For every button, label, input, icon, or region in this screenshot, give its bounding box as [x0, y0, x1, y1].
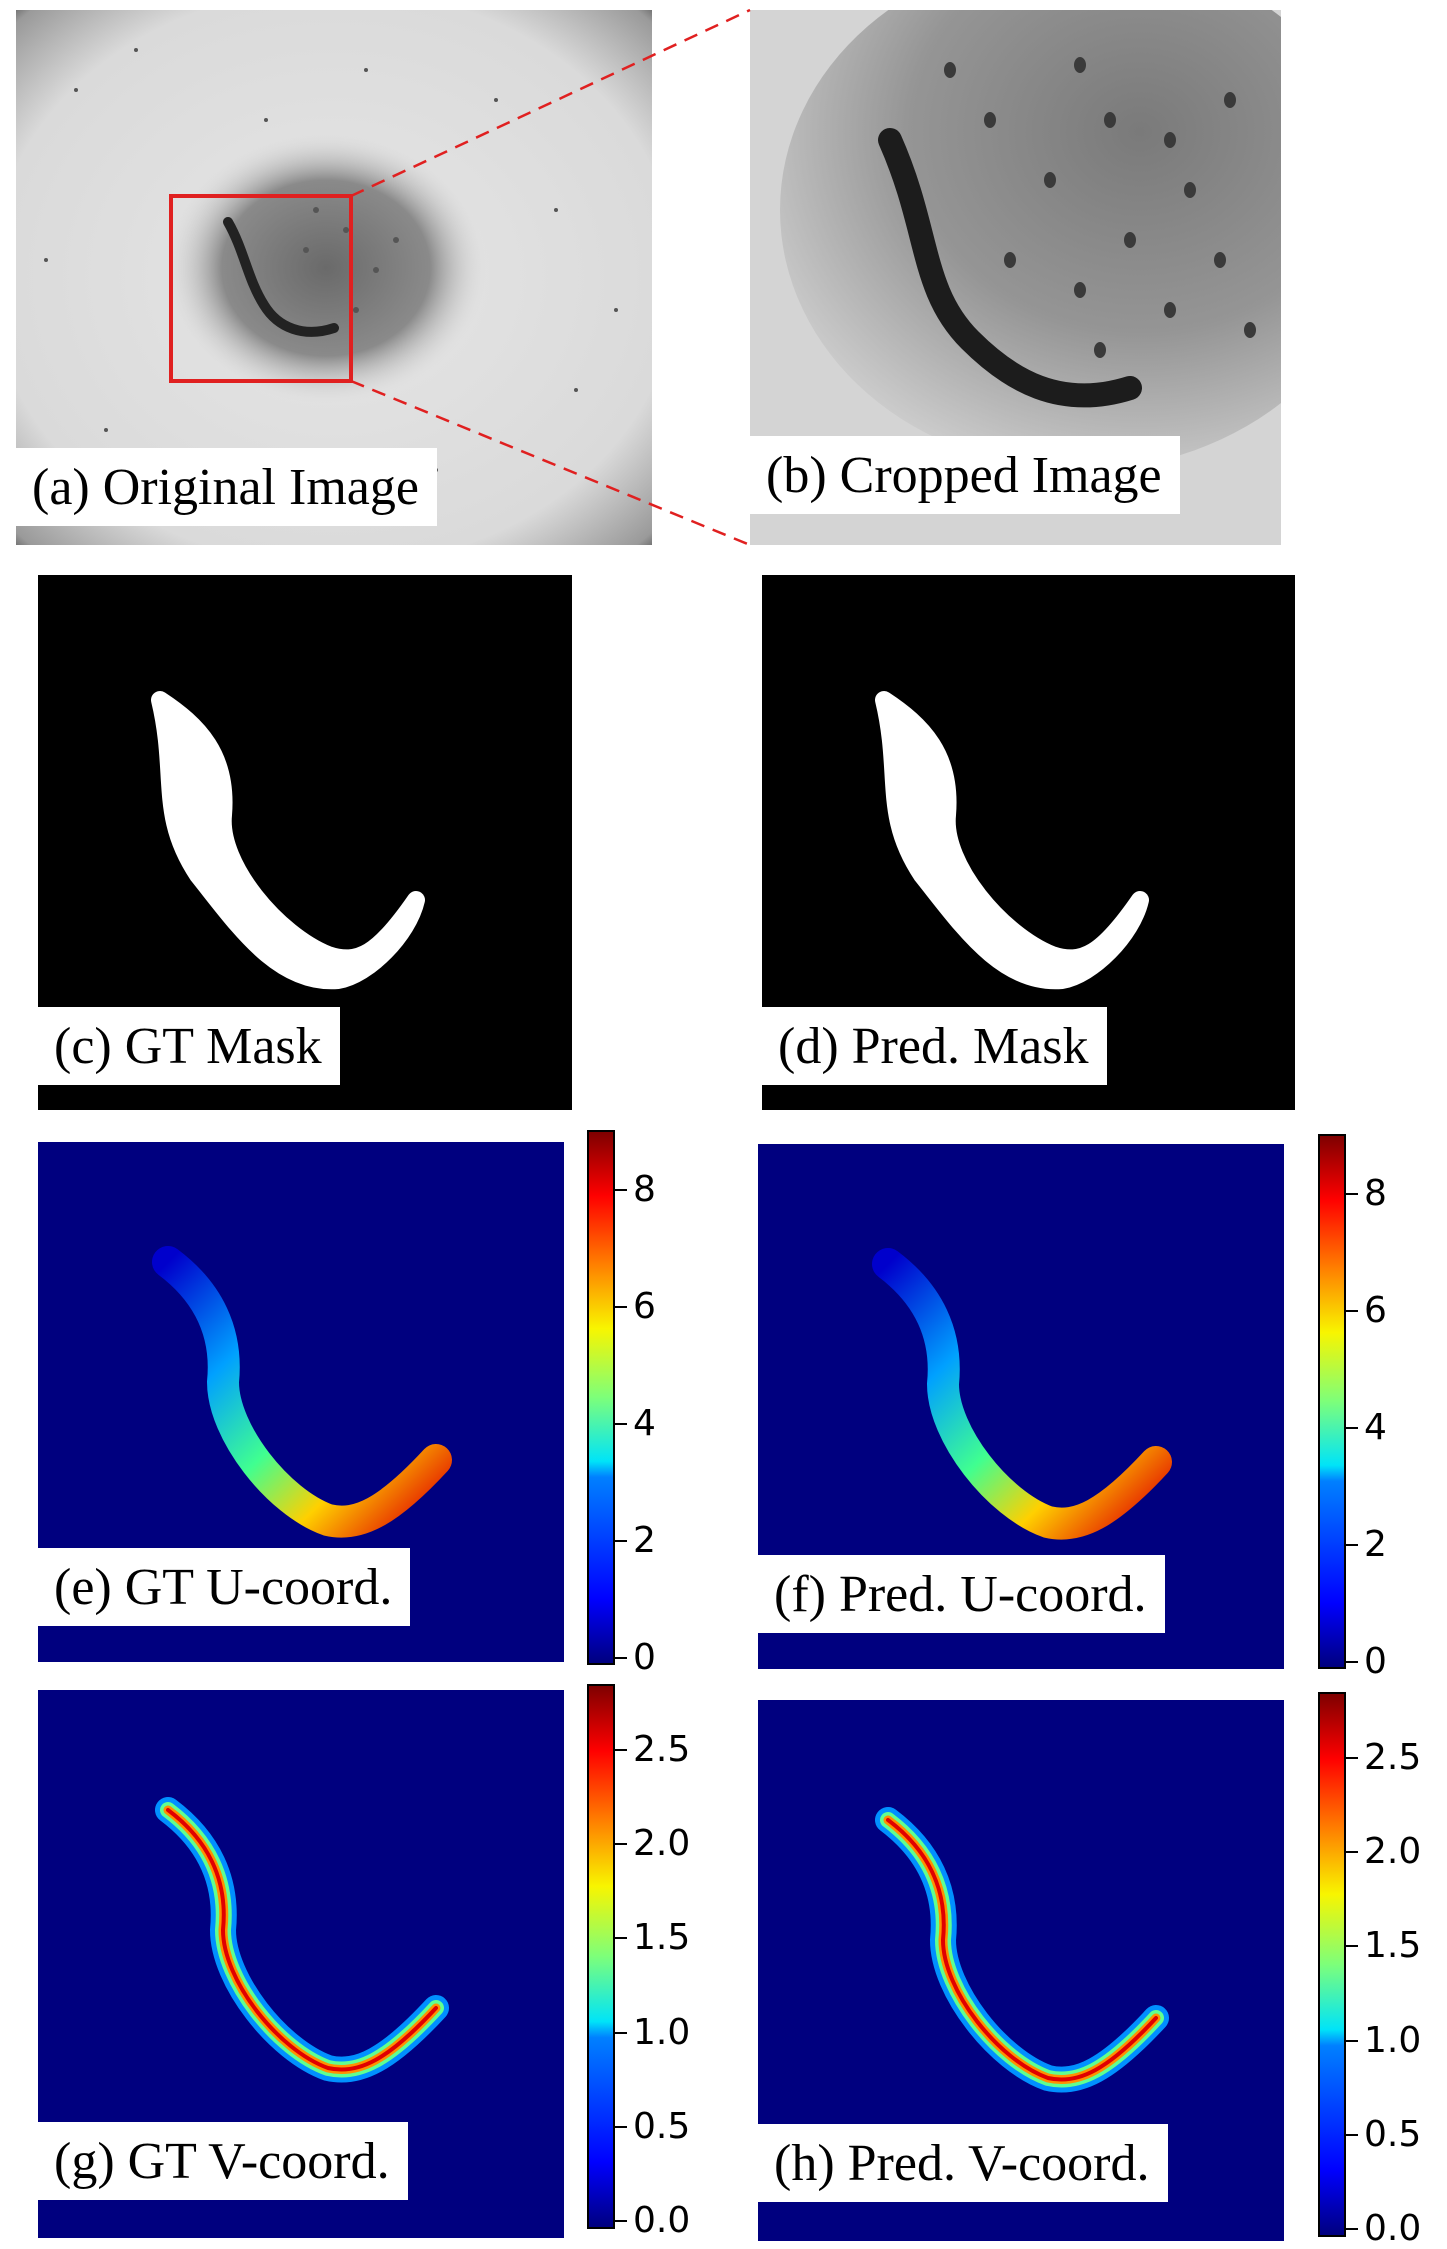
colorbar-tick-label: 2.0 — [633, 1823, 691, 1865]
colorbar-tick-label: 4 — [633, 1402, 656, 1444]
colorbar-tick — [1346, 2133, 1358, 2136]
caption-a: (a) Original Image — [16, 448, 437, 526]
colorbar-tick — [1346, 1661, 1358, 1663]
gt-v-coord-map — [155, 1797, 449, 2083]
colorbar-tick — [1346, 1945, 1358, 1948]
colorbar-tick-label: 2.0 — [1364, 1831, 1422, 1873]
colorbar-tick — [615, 1539, 627, 1542]
caption-c: (c) GT Mask — [38, 1007, 340, 1085]
colorbar-tick-label: 2 — [1364, 1523, 1387, 1565]
colorbar-tick-label: 1.0 — [1364, 2019, 1422, 2061]
colorbar-tick — [1346, 2228, 1358, 2230]
colorbar-tick — [615, 1937, 627, 1940]
colorbar-tick — [1346, 1426, 1358, 1429]
colorbar-tick-label: 0 — [633, 1637, 656, 1678]
colorbar-tick — [1346, 1851, 1358, 1854]
gt-mask — [151, 691, 425, 990]
gt-u-coord-map — [152, 1246, 452, 1538]
colorbar-tick-label: 4 — [1364, 1406, 1387, 1448]
colorbar-tick — [615, 2220, 627, 2222]
colorbar-tick — [615, 2031, 627, 2034]
caption-d: (d) Pred. Mask — [762, 1007, 1107, 1085]
colorbar-tick-label: 0.5 — [1364, 2113, 1422, 2155]
colorbar-tick-label: 0 — [1364, 1641, 1387, 1682]
pred-mask — [875, 691, 1149, 990]
colorbar-tick — [1346, 2039, 1358, 2042]
colorbar-tick — [615, 1843, 627, 1846]
colorbar-tick — [1346, 1309, 1358, 1312]
colorbar-tick-label: 1.0 — [633, 2011, 691, 2053]
gt-u-colorbar — [587, 1130, 615, 1665]
colorbar-tick — [615, 2125, 627, 2128]
pred-u-coord-map — [872, 1248, 1172, 1540]
colorbar-tick-label: 6 — [633, 1285, 656, 1327]
colorbar-tick-label: 0.0 — [1364, 2208, 1422, 2249]
colorbar-tick-label: 1.5 — [633, 1917, 691, 1959]
pred-u-colorbar — [1318, 1134, 1346, 1669]
pred-v-colorbar — [1318, 1692, 1346, 2237]
colorbar-tick — [615, 1657, 627, 1659]
pred-v-coord-map — [875, 1807, 1169, 2093]
colorbar-tick — [1346, 1543, 1358, 1546]
crop-box — [169, 194, 353, 383]
colorbar-tick-label: 6 — [1364, 1289, 1387, 1331]
colorbar-tick — [615, 1748, 627, 1751]
colorbar-tick-label: 2 — [633, 1519, 656, 1561]
gt-v-colorbar — [587, 1684, 615, 2229]
colorbar-tick-label: 8 — [1364, 1172, 1387, 1214]
colorbar-tick-label: 8 — [633, 1168, 656, 1210]
caption-b: (b) Cropped Image — [750, 436, 1180, 514]
colorbar-tick-label: 0.5 — [633, 2105, 691, 2147]
colorbar-tick-label: 1.5 — [1364, 1925, 1422, 1967]
caption-g: (g) GT V-coord. — [38, 2122, 408, 2200]
colorbar-tick — [1346, 1192, 1358, 1195]
caption-e: (e) GT U-coord. — [38, 1548, 411, 1626]
caption-h: (h) Pred. V-coord. — [758, 2124, 1168, 2202]
colorbar-tick-label: 2.5 — [633, 1728, 691, 1770]
colorbar-tick-label: 2.5 — [1364, 1736, 1422, 1778]
colorbar-tick-label: 0.0 — [633, 2200, 691, 2241]
colorbar-tick — [615, 1422, 627, 1425]
colorbar-tick — [615, 1305, 627, 1308]
zoom-connector-lines — [350, 8, 751, 547]
colorbar-tick — [1346, 1756, 1358, 1759]
colorbar-tick — [615, 1188, 627, 1191]
caption-f: (f) Pred. U-coord. — [758, 1555, 1165, 1633]
